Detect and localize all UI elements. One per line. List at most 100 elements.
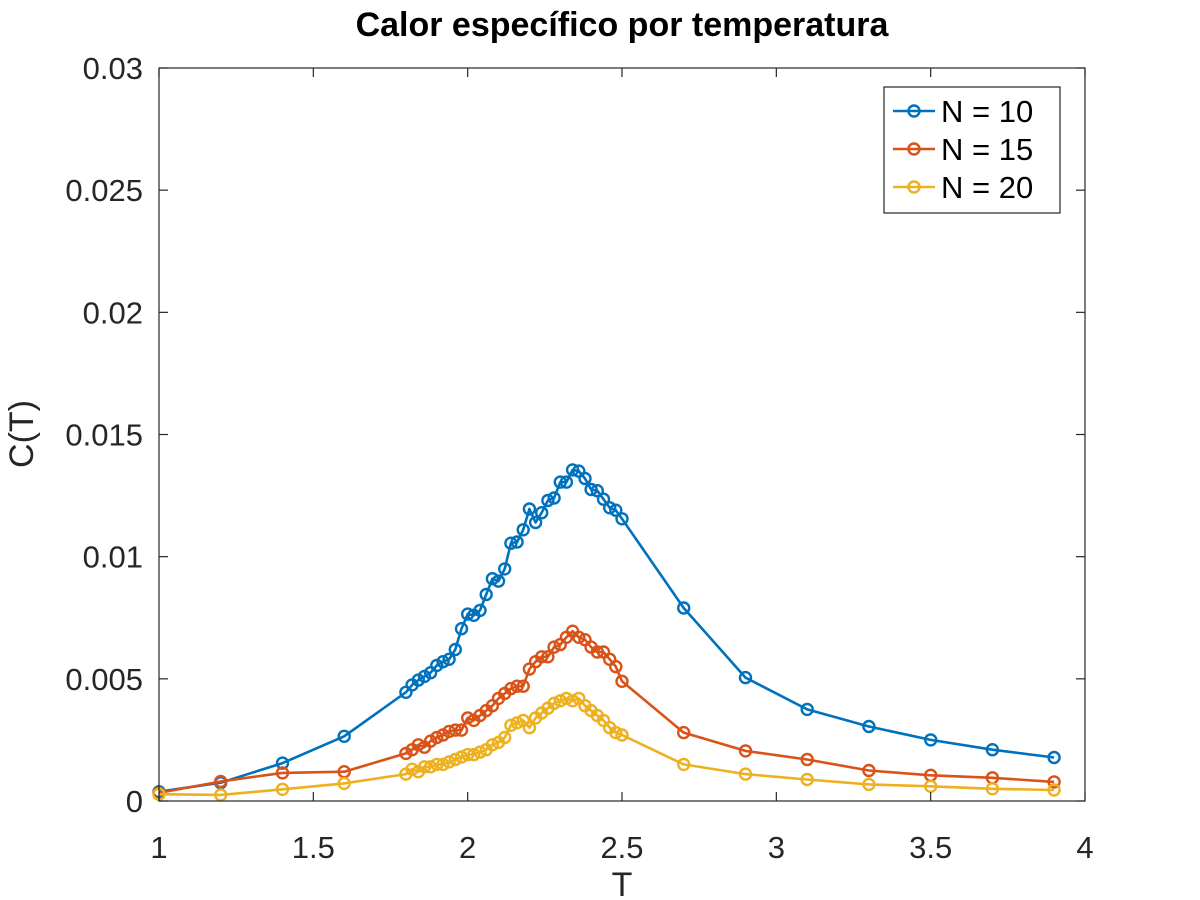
data-point <box>615 512 629 526</box>
data-point <box>411 738 425 752</box>
data-point <box>417 760 432 774</box>
data-point <box>448 752 462 767</box>
data-point <box>522 502 537 516</box>
data-point <box>609 659 623 674</box>
x-tick-label: 2.5 <box>600 830 643 865</box>
data-point <box>454 723 469 737</box>
legend-label: N = 10 <box>941 94 1033 129</box>
data-point <box>423 760 438 774</box>
legend-item[interactable]: N = 10 <box>893 94 1033 129</box>
data-point <box>800 702 814 717</box>
data-point <box>504 718 518 732</box>
data-point <box>609 725 623 740</box>
y-tick-label: 0.005 <box>65 662 143 697</box>
y-tick-label: 0.01 <box>83 540 143 575</box>
data-point <box>498 562 512 576</box>
data-point <box>461 747 475 762</box>
data-point <box>924 733 938 747</box>
data-point <box>559 691 574 706</box>
data-point <box>510 535 524 549</box>
data-point <box>1047 750 1061 765</box>
data-point <box>541 493 555 508</box>
series-2 <box>152 624 1061 800</box>
data-point <box>1047 783 1061 797</box>
data-point <box>275 782 290 796</box>
data-point <box>572 630 586 644</box>
data-point <box>461 711 475 725</box>
data-point <box>535 650 549 664</box>
data-point <box>862 763 876 778</box>
data-point <box>615 728 629 742</box>
series-1 <box>152 463 1061 799</box>
series-3 <box>152 691 1061 802</box>
data-point <box>473 745 487 759</box>
data-point <box>516 523 530 537</box>
x-tick-label: 1.5 <box>292 830 335 865</box>
data-point <box>491 574 506 588</box>
data-point <box>553 694 567 708</box>
x-axis-title: T <box>612 866 633 900</box>
data-point <box>553 475 567 489</box>
data-point <box>442 652 456 666</box>
data-point <box>924 779 938 793</box>
x-tick-label: 3.5 <box>909 830 952 865</box>
data-point <box>535 506 549 520</box>
data-point <box>738 744 753 758</box>
data-point <box>584 482 598 497</box>
data-point <box>448 642 462 657</box>
data-point <box>442 755 456 769</box>
data-point <box>677 757 691 772</box>
data-point <box>405 762 419 776</box>
data-point <box>609 503 623 517</box>
data-point <box>578 471 592 486</box>
y-tick-label: 0.025 <box>65 173 143 208</box>
data-point <box>559 475 574 489</box>
data-point <box>565 463 580 477</box>
data-point <box>528 515 543 530</box>
data-point <box>541 650 555 664</box>
legend-swatch-marker <box>907 142 921 156</box>
legend-label: N = 20 <box>941 170 1033 205</box>
legend-item[interactable]: N = 20 <box>893 170 1033 205</box>
data-point <box>442 724 456 739</box>
legend-swatch-marker <box>907 180 921 194</box>
data-point <box>461 607 475 621</box>
data-point <box>213 774 228 789</box>
legend-item[interactable]: N = 15 <box>893 132 1033 167</box>
data-point <box>430 730 444 745</box>
data-point <box>1047 775 1061 789</box>
data-point <box>590 484 604 498</box>
y-tick-label: 0.03 <box>83 51 143 86</box>
series-layer <box>152 463 1061 802</box>
data-point <box>862 719 876 734</box>
data-point <box>448 723 462 737</box>
data-point <box>454 622 469 636</box>
data-point <box>436 757 450 772</box>
x-tick-label: 4 <box>1076 830 1093 865</box>
data-point <box>565 694 580 708</box>
x-tick-label: 3 <box>768 830 785 865</box>
data-point <box>510 716 524 730</box>
data-point <box>485 572 500 586</box>
legend-label: N = 15 <box>941 132 1033 167</box>
data-point <box>467 747 481 762</box>
data-point <box>738 767 753 781</box>
data-point <box>596 492 611 506</box>
legend[interactable]: N = 10N = 15N = 20 <box>883 86 1061 214</box>
x-tick-label: 1 <box>150 830 167 865</box>
y-tick-label: 0 <box>126 784 143 819</box>
data-point <box>522 721 537 735</box>
data-point <box>547 696 561 710</box>
data-point <box>603 501 617 515</box>
data-point <box>498 730 512 745</box>
data-point <box>677 725 691 740</box>
y-tick-label: 0.02 <box>83 295 143 330</box>
data-point <box>547 640 561 654</box>
data-point <box>615 674 629 688</box>
data-point <box>862 777 876 792</box>
data-point <box>590 645 604 659</box>
data-point <box>275 766 290 780</box>
data-point <box>504 681 518 696</box>
data-point <box>516 679 530 693</box>
